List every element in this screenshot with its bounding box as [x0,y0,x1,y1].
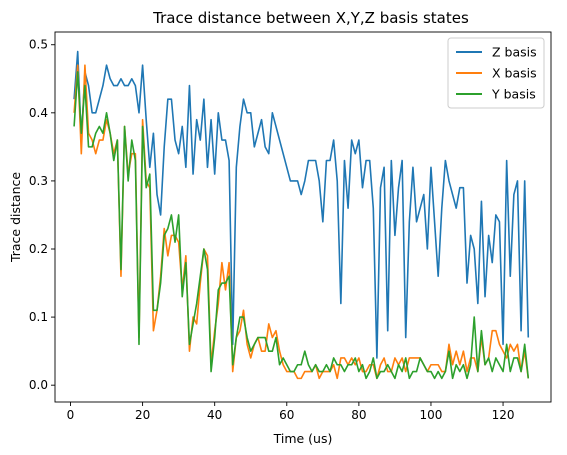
x-tick-label: 40 [207,408,222,422]
x-tick-label: 80 [351,408,366,422]
x-tick-label: 20 [135,408,150,422]
series-line-z-basis [73,50,530,359]
x-tick-label: 100 [420,408,443,422]
x-tick-label: 120 [492,408,515,422]
series-line-y-basis [73,71,530,380]
y-tick-label: 0.3 [29,174,48,188]
y-axis-label: Trace distance [8,172,23,263]
legend-entry-label: Z basis [492,45,537,60]
legend-entry-label: Y basis [491,87,536,102]
x-tick-label: 0 [67,408,75,422]
legend-entry-label: X basis [492,66,537,81]
x-axis-label: Time (us) [273,431,333,446]
y-tick-label: 0.5 [29,38,48,52]
y-tick-label: 0.2 [29,242,48,256]
y-tick-label: 0.0 [29,378,48,392]
plot-frame [54,31,552,403]
y-tick-label: 0.4 [29,106,48,120]
x-tick-label: 60 [279,408,294,422]
series-line-x-basis [73,64,530,380]
legend-box [447,37,545,109]
legend: Z basis X basis Y basis [447,37,545,109]
plot-area [73,50,530,380]
y-tick-label: 0.1 [29,310,48,324]
axis-ticks: 0 20 40 60 80 100 120 0.0 0.1 0.2 0.3 0.4 0.5 [29,38,515,422]
chart-title: Trace distance between X,Y,Z basis state… [152,9,469,27]
